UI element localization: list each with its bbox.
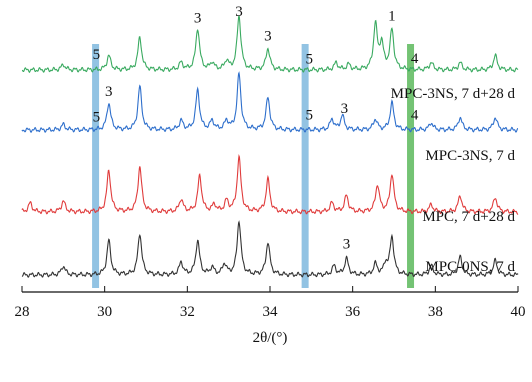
series-label-4: MPC-3NS, 7 d+28 d bbox=[391, 86, 516, 102]
x-tick-label-36: 36 bbox=[345, 304, 361, 320]
series-line-4 bbox=[21, 15, 519, 74]
series-label-2: MPC, 7 d+28 d bbox=[422, 209, 515, 225]
peak-label-3: 3 bbox=[235, 4, 243, 20]
x-tick-label-32: 32 bbox=[180, 304, 195, 320]
series-labels: MPC-0NS, 7 d MPC, 7 d+28 d MPC-3NS, 7 d MPC… bbox=[391, 86, 516, 275]
x-tick-label-28: 28 bbox=[15, 304, 30, 320]
x-axis-title: 2θ/(°) bbox=[253, 330, 288, 346]
x-axis-ticks: 28 30 32 34 36 38 40 bbox=[15, 286, 526, 320]
peak-label-10: 5 bbox=[306, 108, 314, 124]
series-lines bbox=[21, 15, 519, 278]
peak-label-11: 3 bbox=[341, 101, 349, 117]
series-line-3 bbox=[21, 71, 519, 133]
highlight-band-2 bbox=[301, 44, 309, 288]
peak-label-4: 3 bbox=[264, 29, 272, 45]
series-label-3: MPC-3NS, 7 d bbox=[425, 148, 515, 164]
peak-label-7: 4 bbox=[411, 51, 419, 67]
peak-label-2: 3 bbox=[194, 10, 202, 26]
x-axis: 28 30 32 34 36 38 40 2θ/(°) bbox=[15, 286, 526, 346]
highlight-band-3 bbox=[407, 44, 415, 288]
peak-label-5: 5 bbox=[306, 52, 314, 68]
peak-label-1: 5 bbox=[93, 47, 101, 63]
peak-label-6: 1 bbox=[388, 8, 396, 24]
peak-label-8: 5 bbox=[93, 110, 101, 126]
series-line-1 bbox=[21, 220, 519, 278]
x-tick-label-38: 38 bbox=[428, 304, 443, 320]
highlight-band-1 bbox=[92, 44, 100, 288]
peak-label-12: 4 bbox=[411, 108, 419, 124]
highlight-bands bbox=[92, 44, 415, 288]
peak-label-9: 3 bbox=[105, 84, 113, 100]
peak-label-13: 3 bbox=[343, 236, 351, 252]
series-line-2 bbox=[21, 153, 519, 215]
x-tick-label-30: 30 bbox=[97, 304, 112, 320]
x-tick-label-40: 40 bbox=[511, 304, 526, 320]
x-tick-label-34: 34 bbox=[263, 304, 279, 320]
series-label-1: MPC-0NS, 7 d bbox=[425, 259, 515, 275]
